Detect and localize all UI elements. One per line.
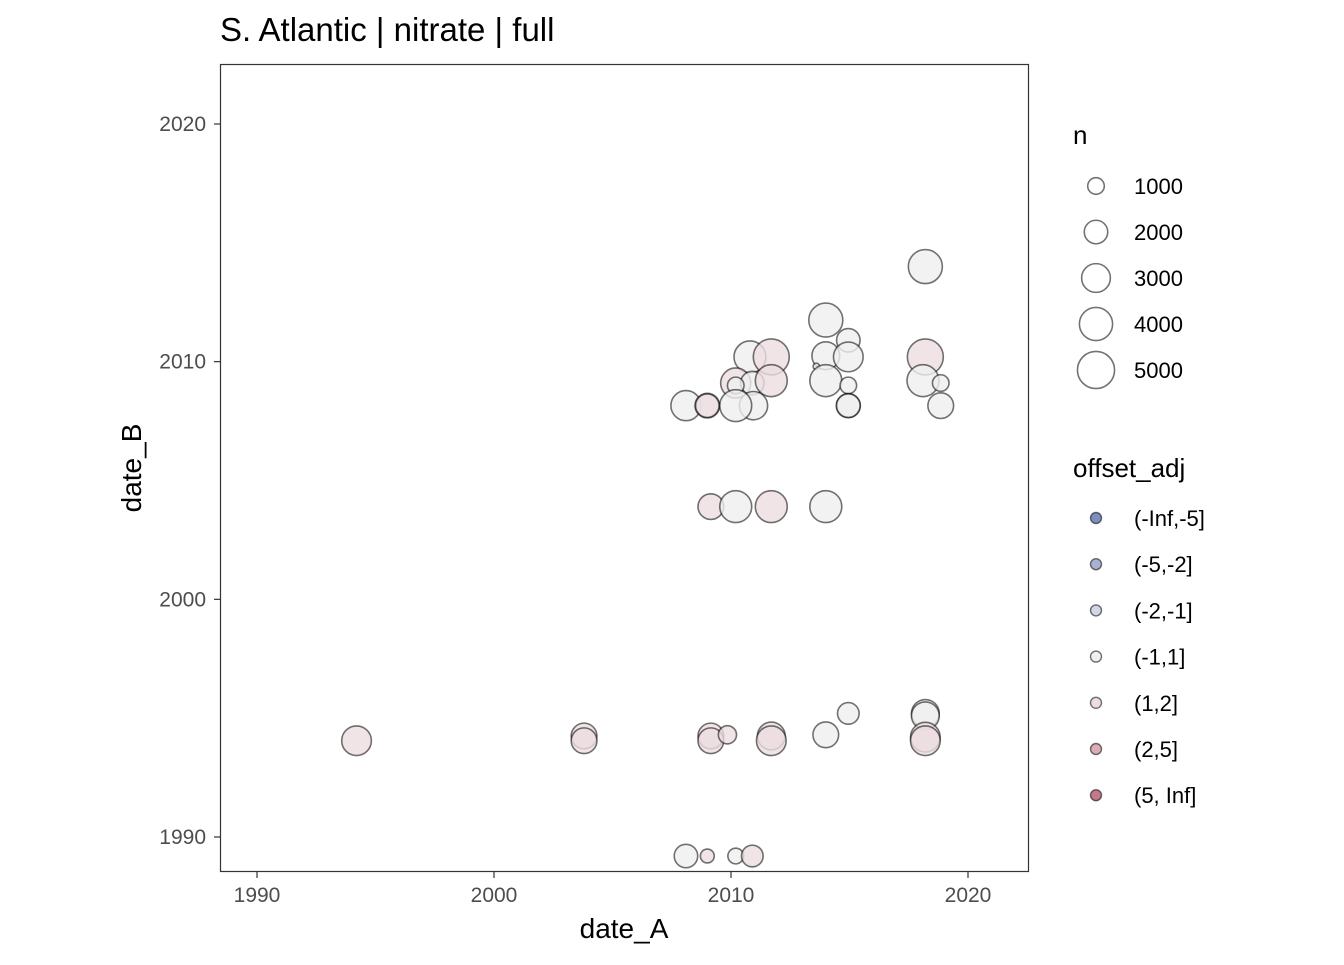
size-legend-label: 2000: [1134, 220, 1183, 245]
data-point: [673, 843, 699, 869]
size-legend-key: [1086, 176, 1106, 196]
data-point: [931, 373, 950, 393]
size-legend: n 1000 2000 3000 4000 5000: [1073, 120, 1183, 390]
points-layer: [340, 248, 955, 869]
x-axis-label: date_A: [580, 913, 669, 944]
data-point: [809, 363, 843, 398]
size-legend-label: 5000: [1134, 358, 1183, 383]
data-point: [340, 725, 373, 757]
data-point: [839, 376, 858, 395]
x-tick-label: 2020: [945, 884, 992, 907]
y-tick-label: 2020: [159, 113, 206, 136]
data-point: [570, 727, 598, 755]
color-legend: offset_adj (-Inf,-5] (-5,-2] (-2,-1] (-1,1]…: [1073, 453, 1205, 808]
data-point: [755, 725, 787, 757]
data-point: [832, 341, 864, 373]
data-point: [718, 489, 753, 524]
plot-panel: [219, 63, 1030, 873]
color-legend-label: (2,5]: [1134, 737, 1178, 762]
y-tick-label: 2000: [159, 588, 206, 611]
data-point: [927, 391, 955, 420]
color-legend-key: [1089, 650, 1103, 663]
chart-title: S. Atlantic | nitrate | full: [220, 11, 554, 48]
color-legend-key: [1089, 789, 1103, 802]
size-legend-key: [1080, 262, 1112, 294]
size-legend-label: 3000: [1134, 266, 1183, 291]
x-tick-label: 2000: [471, 884, 518, 907]
color-legend-key: [1089, 696, 1103, 709]
data-point: [812, 721, 840, 749]
color-legend-key: [1089, 511, 1103, 525]
y-tick-label: 1990: [159, 826, 206, 849]
data-point: [907, 248, 944, 285]
color-legend-title: offset_adj: [1073, 453, 1185, 483]
size-legend-key: [1083, 219, 1109, 245]
size-legend-label: 1000: [1134, 174, 1183, 199]
data-point: [754, 489, 789, 524]
x-tick-label: 1990: [234, 884, 281, 907]
color-legend-label: (-Inf,-5]: [1134, 506, 1205, 531]
y-axis: 1990 2000 2010 2020: [159, 113, 220, 849]
color-legend-label: (-1,1]: [1134, 645, 1185, 670]
color-legend-label: (-2,-1]: [1134, 598, 1193, 623]
data-point: [699, 848, 716, 864]
size-legend-key: [1076, 350, 1116, 390]
color-legend-label: (5, Inf]: [1134, 783, 1196, 808]
size-legend-title: n: [1073, 120, 1087, 150]
data-point: [836, 701, 860, 726]
data-point: [694, 393, 720, 419]
x-tick-label: 2010: [708, 884, 755, 907]
color-legend-key: [1089, 742, 1103, 756]
y-tick-label: 2010: [159, 351, 206, 374]
data-point: [909, 725, 941, 757]
data-point: [835, 393, 861, 419]
data-point: [809, 489, 843, 524]
data-point: [718, 388, 753, 423]
color-legend-key: [1089, 604, 1103, 617]
data-point: [754, 363, 789, 398]
size-legend-key: [1078, 306, 1114, 342]
data-point: [717, 724, 738, 745]
x-axis: 1990 2000 2010 2020: [234, 872, 992, 907]
color-legend-label: (1,2]: [1134, 691, 1178, 716]
y-axis-label: date_B: [116, 424, 147, 513]
color-legend-label: (-5,-2]: [1134, 552, 1193, 577]
data-point: [740, 844, 764, 868]
data-point: [807, 302, 844, 338]
size-legend-label: 4000: [1134, 312, 1183, 337]
color-legend-key: [1089, 558, 1103, 571]
